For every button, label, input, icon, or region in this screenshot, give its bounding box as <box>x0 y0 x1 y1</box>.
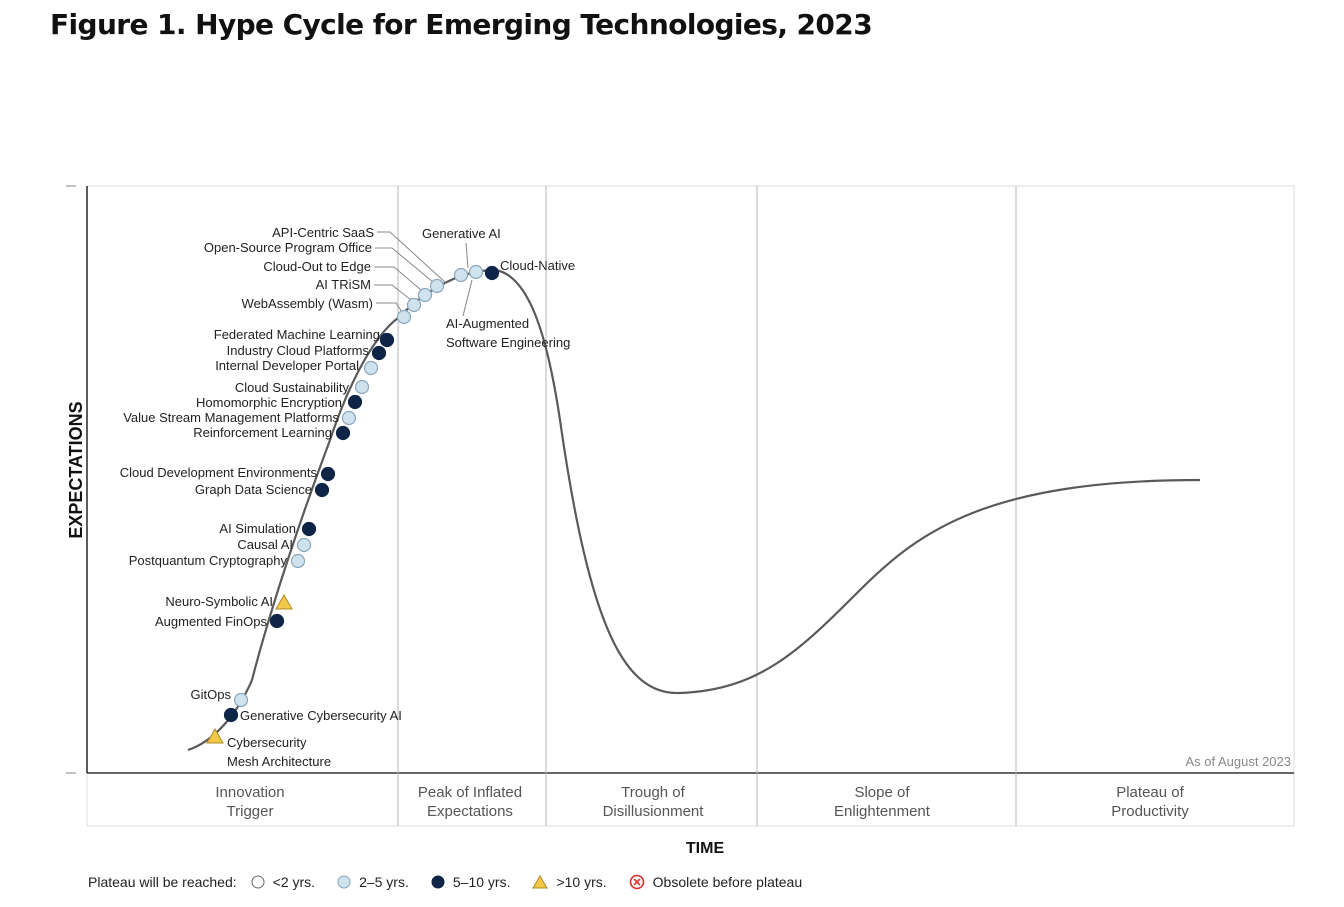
phase-label: Trigger <box>227 803 274 820</box>
legend-marker-obsolete <box>629 874 644 890</box>
tech-marker <box>347 394 363 410</box>
tech-marker <box>429 278 445 294</box>
legend-item-5to10: 5–10 yrs. <box>431 874 511 890</box>
tech-marker <box>233 692 249 708</box>
leader-line <box>375 247 434 283</box>
tech-label: API-Centric SaaS <box>272 225 374 240</box>
tech-label: Mesh Architecture <box>227 754 331 769</box>
tech-label: Internal Developer Portal <box>215 358 359 373</box>
tech-label: Open-Source Program Office <box>204 240 372 255</box>
leader-line <box>377 231 447 284</box>
tech-marker <box>275 593 293 610</box>
tech-label: Reinforcement Learning <box>193 425 332 440</box>
legend-label-5to10: 5–10 yrs. <box>452 874 511 890</box>
x-axis-title: TIME <box>686 840 725 857</box>
leader-line <box>465 242 469 269</box>
legend-label-2to5: 2–5 yrs. <box>359 874 409 890</box>
tech-label: Cloud-Out to Edge <box>263 259 371 274</box>
tech-marker <box>371 345 387 361</box>
legend-marker-lt2 <box>251 875 265 889</box>
legend-item-obsolete: Obsolete before plateau <box>629 874 802 890</box>
legend: Plateau will be reached: <2 yrs. 2–5 yrs… <box>88 871 824 893</box>
phase-label: Expectations <box>427 803 513 820</box>
phase-label: Enlightenment <box>834 803 931 820</box>
legend-item-2to5: 2–5 yrs. <box>337 874 409 890</box>
legend-item-lt2: <2 yrs. <box>251 874 315 890</box>
tech-marker <box>314 482 330 498</box>
tech-marker <box>468 264 484 280</box>
tech-label: Graph Data Science <box>195 482 312 497</box>
tech-marker <box>335 425 351 441</box>
phase-label: Slope of <box>854 784 910 801</box>
tech-marker <box>341 410 357 426</box>
phase-label: Innovation <box>215 784 284 801</box>
tech-label: Generative AI <box>422 226 501 241</box>
tech-label: WebAssembly (Wasm) <box>242 296 373 311</box>
legend-title: Plateau will be reached: <box>88 874 237 890</box>
legend-marker-5to10 <box>431 875 445 889</box>
legend-item-gt10: >10 yrs. <box>532 874 607 890</box>
tech-marker <box>290 553 306 569</box>
tech-label: AI Simulation <box>219 521 296 536</box>
tech-label: AI-Augmented <box>446 316 529 331</box>
legend-label-lt2: <2 yrs. <box>272 874 316 890</box>
figure-title: Figure 1. Hype Cycle for Emerging Techno… <box>50 8 873 41</box>
tech-marker <box>396 309 412 325</box>
tech-label: Generative Cybersecurity AI <box>240 708 402 723</box>
legend-label-gt10: >10 yrs. <box>556 874 607 890</box>
tech-label: Neuro-Symbolic AI <box>165 594 273 609</box>
tech-label: Federated Machine Learning <box>214 327 380 342</box>
legend-label-obsolete: Obsolete before plateau <box>652 874 803 890</box>
phase-label: Trough of <box>621 784 685 801</box>
chart-note: As of August 2023 <box>1185 754 1291 769</box>
tech-marker <box>453 267 469 283</box>
tech-label: Causal AI <box>237 537 293 552</box>
tech-label: GitOps <box>191 687 232 702</box>
tech-marker <box>417 287 433 303</box>
leader-line <box>374 266 422 291</box>
leader-line <box>462 279 473 317</box>
tech-marker <box>484 265 500 281</box>
tech-label: Homomorphic Encryption <box>196 395 342 410</box>
legend-marker-gt10 <box>532 875 549 889</box>
phase-label: Productivity <box>1111 803 1189 820</box>
tech-label: Software Engineering <box>446 335 570 350</box>
tech-marker <box>269 613 285 629</box>
tech-label: Postquantum Cryptography <box>129 553 288 568</box>
leader-line <box>376 302 403 313</box>
y-axis-title: EXPECTATIONS <box>66 401 86 538</box>
leader-line <box>374 284 412 301</box>
tech-marker <box>406 297 422 313</box>
tech-label: Value Stream Management Platforms <box>123 410 339 425</box>
tech-label: Industry Cloud Platforms <box>227 343 370 358</box>
tech-label: Cloud-Native <box>500 258 575 273</box>
tech-marker <box>206 727 224 744</box>
phase-label: Peak of Inflated <box>418 784 522 801</box>
tech-marker <box>363 360 379 376</box>
plot-frame <box>86 185 1295 827</box>
tech-marker <box>379 332 395 348</box>
hype-curve <box>187 268 1201 752</box>
tech-marker <box>223 707 239 723</box>
tech-label: Cloud Development Environments <box>120 465 318 480</box>
tech-label: Augmented FinOps <box>155 614 268 629</box>
tech-label: Cloud Sustainability <box>235 380 350 395</box>
phase-label: Plateau of <box>1116 784 1184 801</box>
tech-marker <box>301 521 317 537</box>
legend-marker-2to5 <box>337 875 351 889</box>
tech-marker <box>296 537 312 553</box>
tech-marker <box>354 379 370 395</box>
phase-label: Disillusionment <box>603 803 705 820</box>
tech-marker <box>320 466 336 482</box>
tech-label: AI TRiSM <box>316 277 371 292</box>
tech-label: Cybersecurity <box>227 735 307 750</box>
